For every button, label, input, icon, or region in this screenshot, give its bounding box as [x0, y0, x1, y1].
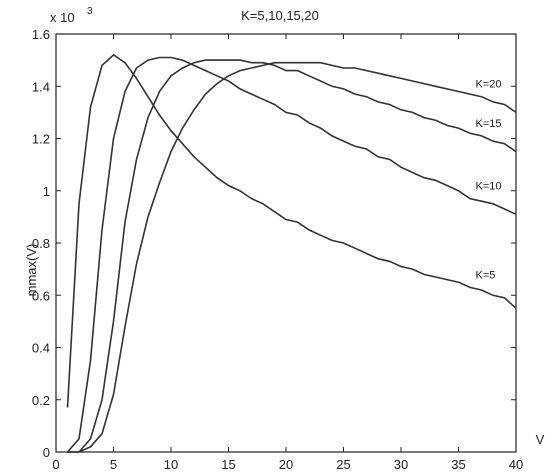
x-tick-label: 15 [221, 457, 235, 472]
x-tick-label: 40 [509, 457, 523, 472]
x-axis-ticks: 0 5 10 15 20 25 30 35 40 [52, 34, 523, 472]
y-exponent-label: x 10 3 [50, 6, 93, 25]
x-tick-label: 0 [52, 457, 59, 472]
y-exponent-power: 3 [87, 6, 93, 17]
series-label: K=5 [476, 269, 496, 281]
y-tick-label: 0 [43, 445, 50, 460]
x-tick-label: 10 [164, 457, 178, 472]
y-axis-ticks: 0 0.2 0.4 0.6 0.8 1 1.2 1.4 1.6 [32, 27, 516, 460]
series-line-k15 [67, 59, 517, 453]
y-exponent-base: x 10 [50, 10, 75, 25]
y-tick-label: 0.6 [32, 288, 50, 303]
series-labels: K=5 K=10 K=15 K=20 [476, 79, 502, 282]
y-tick-label: 0.8 [32, 236, 50, 251]
x-tick-label: 20 [279, 457, 293, 472]
series-line-k10 [66, 56, 517, 453]
chart-title: K=5,10,15,20 [241, 8, 319, 23]
y-tick-label: 0.2 [32, 393, 50, 408]
y-axis-label: mmax(V) [24, 244, 39, 297]
x-tick-label: 5 [110, 457, 117, 472]
x-axis-label: V [536, 432, 545, 447]
y-tick-label: 1 [43, 184, 50, 199]
x-tick-label: 35 [451, 457, 465, 472]
y-tick-label: 1.6 [32, 27, 50, 42]
y-tick-label: 1.2 [32, 132, 50, 147]
series-label: K=15 [476, 118, 502, 130]
series-label: K=10 [476, 181, 502, 193]
x-tick-label: 30 [394, 457, 408, 472]
y-tick-label: 1.4 [32, 79, 50, 94]
y-tick-label: 0.4 [32, 341, 50, 356]
series-label: K=20 [476, 79, 502, 91]
series-line-k5 [66, 53, 517, 408]
x-tick-label: 25 [336, 457, 350, 472]
series-lines [66, 53, 517, 453]
series-line-k20 [67, 61, 517, 453]
